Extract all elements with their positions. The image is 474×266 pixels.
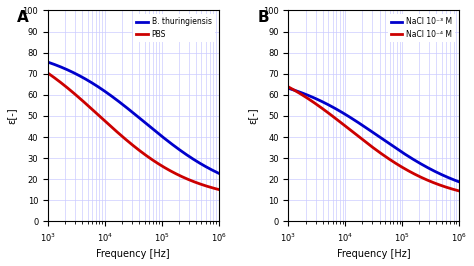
PBS xyxy=(216,188,221,191)
Legend: NaCl 10⁻³ M, NaCl 10⁻⁴ M: NaCl 10⁻³ M, NaCl 10⁻⁴ M xyxy=(388,14,455,42)
B. thuringiensis xyxy=(45,61,51,64)
NaCl 10⁻³ M xyxy=(378,136,383,139)
NaCl 10⁻³ M xyxy=(387,143,393,146)
NaCl 10⁻³ M xyxy=(426,166,431,169)
NaCl 10⁻⁴ M xyxy=(368,144,374,147)
Y-axis label: ε[-]: ε[-] xyxy=(7,108,17,124)
PBS xyxy=(185,178,191,181)
NaCl 10⁻⁴ M xyxy=(366,143,372,147)
B. thuringiensis xyxy=(146,125,152,128)
B. thuringiensis xyxy=(126,108,132,111)
PBS xyxy=(137,149,143,153)
PBS xyxy=(146,156,152,159)
B. thuringiensis xyxy=(216,172,221,175)
NaCl 10⁻⁴ M xyxy=(426,179,431,182)
Line: NaCl 10⁻⁴ M: NaCl 10⁻⁴ M xyxy=(289,87,459,191)
Legend: B. thuringiensis, PBS: B. thuringiensis, PBS xyxy=(133,14,215,42)
PBS xyxy=(127,142,133,145)
Text: B: B xyxy=(258,10,269,26)
Y-axis label: ε[-]: ε[-] xyxy=(247,108,257,124)
B. thuringiensis xyxy=(137,117,143,120)
NaCl 10⁻³ M xyxy=(366,128,372,132)
B. thuringiensis xyxy=(127,109,133,112)
Line: B. thuringiensis: B. thuringiensis xyxy=(48,62,219,173)
Text: A: A xyxy=(17,10,29,26)
NaCl 10⁻⁴ M xyxy=(378,152,383,155)
X-axis label: Frequency [Hz]: Frequency [Hz] xyxy=(96,249,170,259)
NaCl 10⁻⁴ M xyxy=(286,85,292,89)
NaCl 10⁻³ M xyxy=(452,179,458,182)
X-axis label: Frequency [Hz]: Frequency [Hz] xyxy=(337,249,410,259)
NaCl 10⁻⁴ M xyxy=(456,189,462,193)
B. thuringiensis xyxy=(211,170,217,173)
B. thuringiensis xyxy=(185,154,191,157)
PBS xyxy=(211,187,217,190)
PBS xyxy=(126,140,132,144)
NaCl 10⁻³ M xyxy=(368,129,374,132)
PBS xyxy=(45,72,51,75)
Line: NaCl 10⁻³ M: NaCl 10⁻³ M xyxy=(289,88,459,182)
NaCl 10⁻³ M xyxy=(456,180,462,183)
Line: PBS: PBS xyxy=(48,73,219,189)
NaCl 10⁻³ M xyxy=(286,87,292,90)
NaCl 10⁻⁴ M xyxy=(452,188,458,192)
NaCl 10⁻⁴ M xyxy=(387,158,393,161)
